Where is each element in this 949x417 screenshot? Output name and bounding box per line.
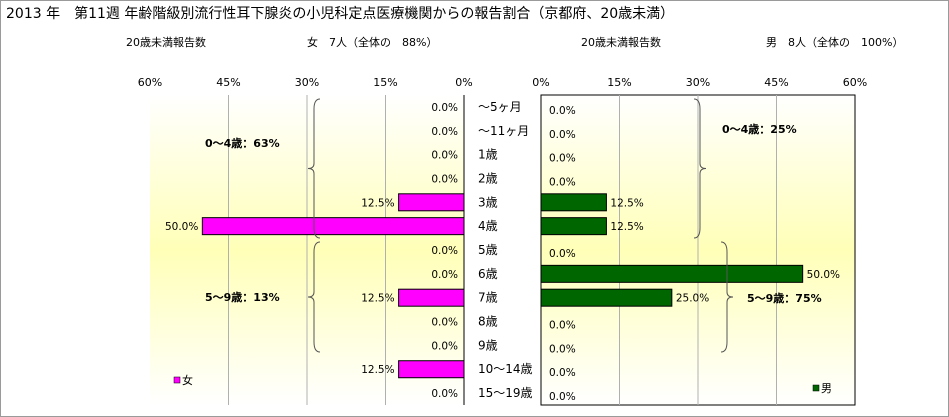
- category-label: 6歳: [478, 267, 498, 281]
- category-label: 10～14歳: [478, 362, 533, 376]
- female-data-label: 0.0%: [431, 150, 458, 162]
- male-report-label: 20歳未満報告数: [581, 36, 661, 49]
- female-data-label: 12.5%: [361, 293, 394, 305]
- male-brace-0-4: [693, 98, 707, 239]
- male-x-tick-label: 45%: [764, 76, 788, 89]
- female-legend-swatch: [173, 376, 181, 384]
- female-group-label-5-9: 5～9歳：13%: [205, 290, 280, 304]
- female-data-label: 0.0%: [431, 340, 458, 352]
- category-label: 7歳: [478, 291, 498, 305]
- male-data-label: 12.5%: [610, 221, 643, 233]
- male-data-label: 0.0%: [549, 248, 576, 260]
- female-bar: [201, 217, 465, 236]
- female-x-tick-label: 15%: [373, 76, 397, 89]
- male-data-label: 0.0%: [549, 129, 576, 141]
- male-report-count: 男 8人（全体の 100%）: [766, 36, 904, 49]
- female-data-label: 0.0%: [431, 269, 458, 281]
- female-data-label: 0.0%: [431, 102, 458, 114]
- female-bar: [398, 288, 465, 307]
- female-bar: [398, 360, 465, 379]
- category-label: 8歳: [478, 315, 498, 329]
- chart-title: 2013 年 第11週 年齢階級別流行性耳下腺炎の小児科定点医療機関からの報告割…: [6, 6, 675, 22]
- male-bar: [540, 193, 607, 212]
- male-data-label: 0.0%: [549, 176, 576, 188]
- male-data-label: 50.0%: [807, 269, 840, 281]
- male-x-tick-label: 60%: [843, 76, 867, 89]
- category-label: 4歳: [478, 219, 498, 233]
- male-x-tick-label: 0%: [532, 76, 549, 89]
- female-group-label-0-4: 0～4歳：63%: [205, 136, 280, 150]
- female-report-label: 20歳未満報告数: [126, 36, 206, 49]
- male-bar: [540, 217, 607, 236]
- female-data-label: 12.5%: [361, 364, 394, 376]
- male-brace-5-9: [720, 241, 734, 353]
- category-label: 5歳: [478, 243, 498, 257]
- female-bar: [398, 193, 465, 212]
- male-x-tick-label: 15%: [607, 76, 631, 89]
- category-label: 3歳: [478, 195, 498, 209]
- female-data-label: 0.0%: [431, 388, 458, 400]
- male-legend-swatch: [812, 384, 820, 392]
- female-data-label: 0.0%: [431, 245, 458, 257]
- male-data-label: 0.0%: [549, 343, 576, 355]
- male-data-label: 0.0%: [549, 320, 576, 332]
- male-group-label-5-9: 5～9歳：75%: [747, 291, 822, 305]
- female-report-count: 女 7人（全体の 88%）: [307, 36, 438, 49]
- male-legend-label: 男: [821, 382, 832, 395]
- female-data-label: 0.0%: [431, 173, 458, 185]
- male-data-label: 0.0%: [549, 105, 576, 117]
- category-label: 2歳: [478, 171, 498, 185]
- category-label: 9歳: [478, 338, 498, 352]
- category-label: ～11ヶ月: [478, 124, 529, 138]
- female-data-label: 12.5%: [361, 197, 394, 209]
- category-label: 15～19歳: [478, 386, 533, 400]
- category-label: ～5ヶ月: [478, 100, 522, 114]
- male-group-label-0-4: 0～4歳：25%: [722, 122, 797, 136]
- female-x-tick-label: 45%: [216, 76, 240, 89]
- male-x-tick-label: 30%: [686, 76, 710, 89]
- female-data-label: 50.0%: [165, 221, 198, 233]
- female-data-label: 0.0%: [431, 126, 458, 138]
- female-data-label: 0.0%: [431, 317, 458, 329]
- male-data-label: 0.0%: [549, 391, 576, 403]
- female-x-tick-label: 0%: [455, 76, 472, 89]
- male-bar: [540, 288, 673, 307]
- female-brace-5-9: [307, 241, 321, 353]
- category-label: 1歳: [478, 148, 498, 162]
- female-x-tick-label: 30%: [295, 76, 319, 89]
- male-data-label: 0.0%: [549, 153, 576, 165]
- male-data-label: 12.5%: [610, 197, 643, 209]
- male-data-label: 0.0%: [549, 367, 576, 379]
- female-brace-0-4: [307, 98, 321, 239]
- female-legend-label: 女: [182, 373, 193, 387]
- male-bar: [540, 264, 804, 283]
- male-data-label: 25.0%: [676, 293, 709, 305]
- female-x-tick-label: 60%: [138, 76, 162, 89]
